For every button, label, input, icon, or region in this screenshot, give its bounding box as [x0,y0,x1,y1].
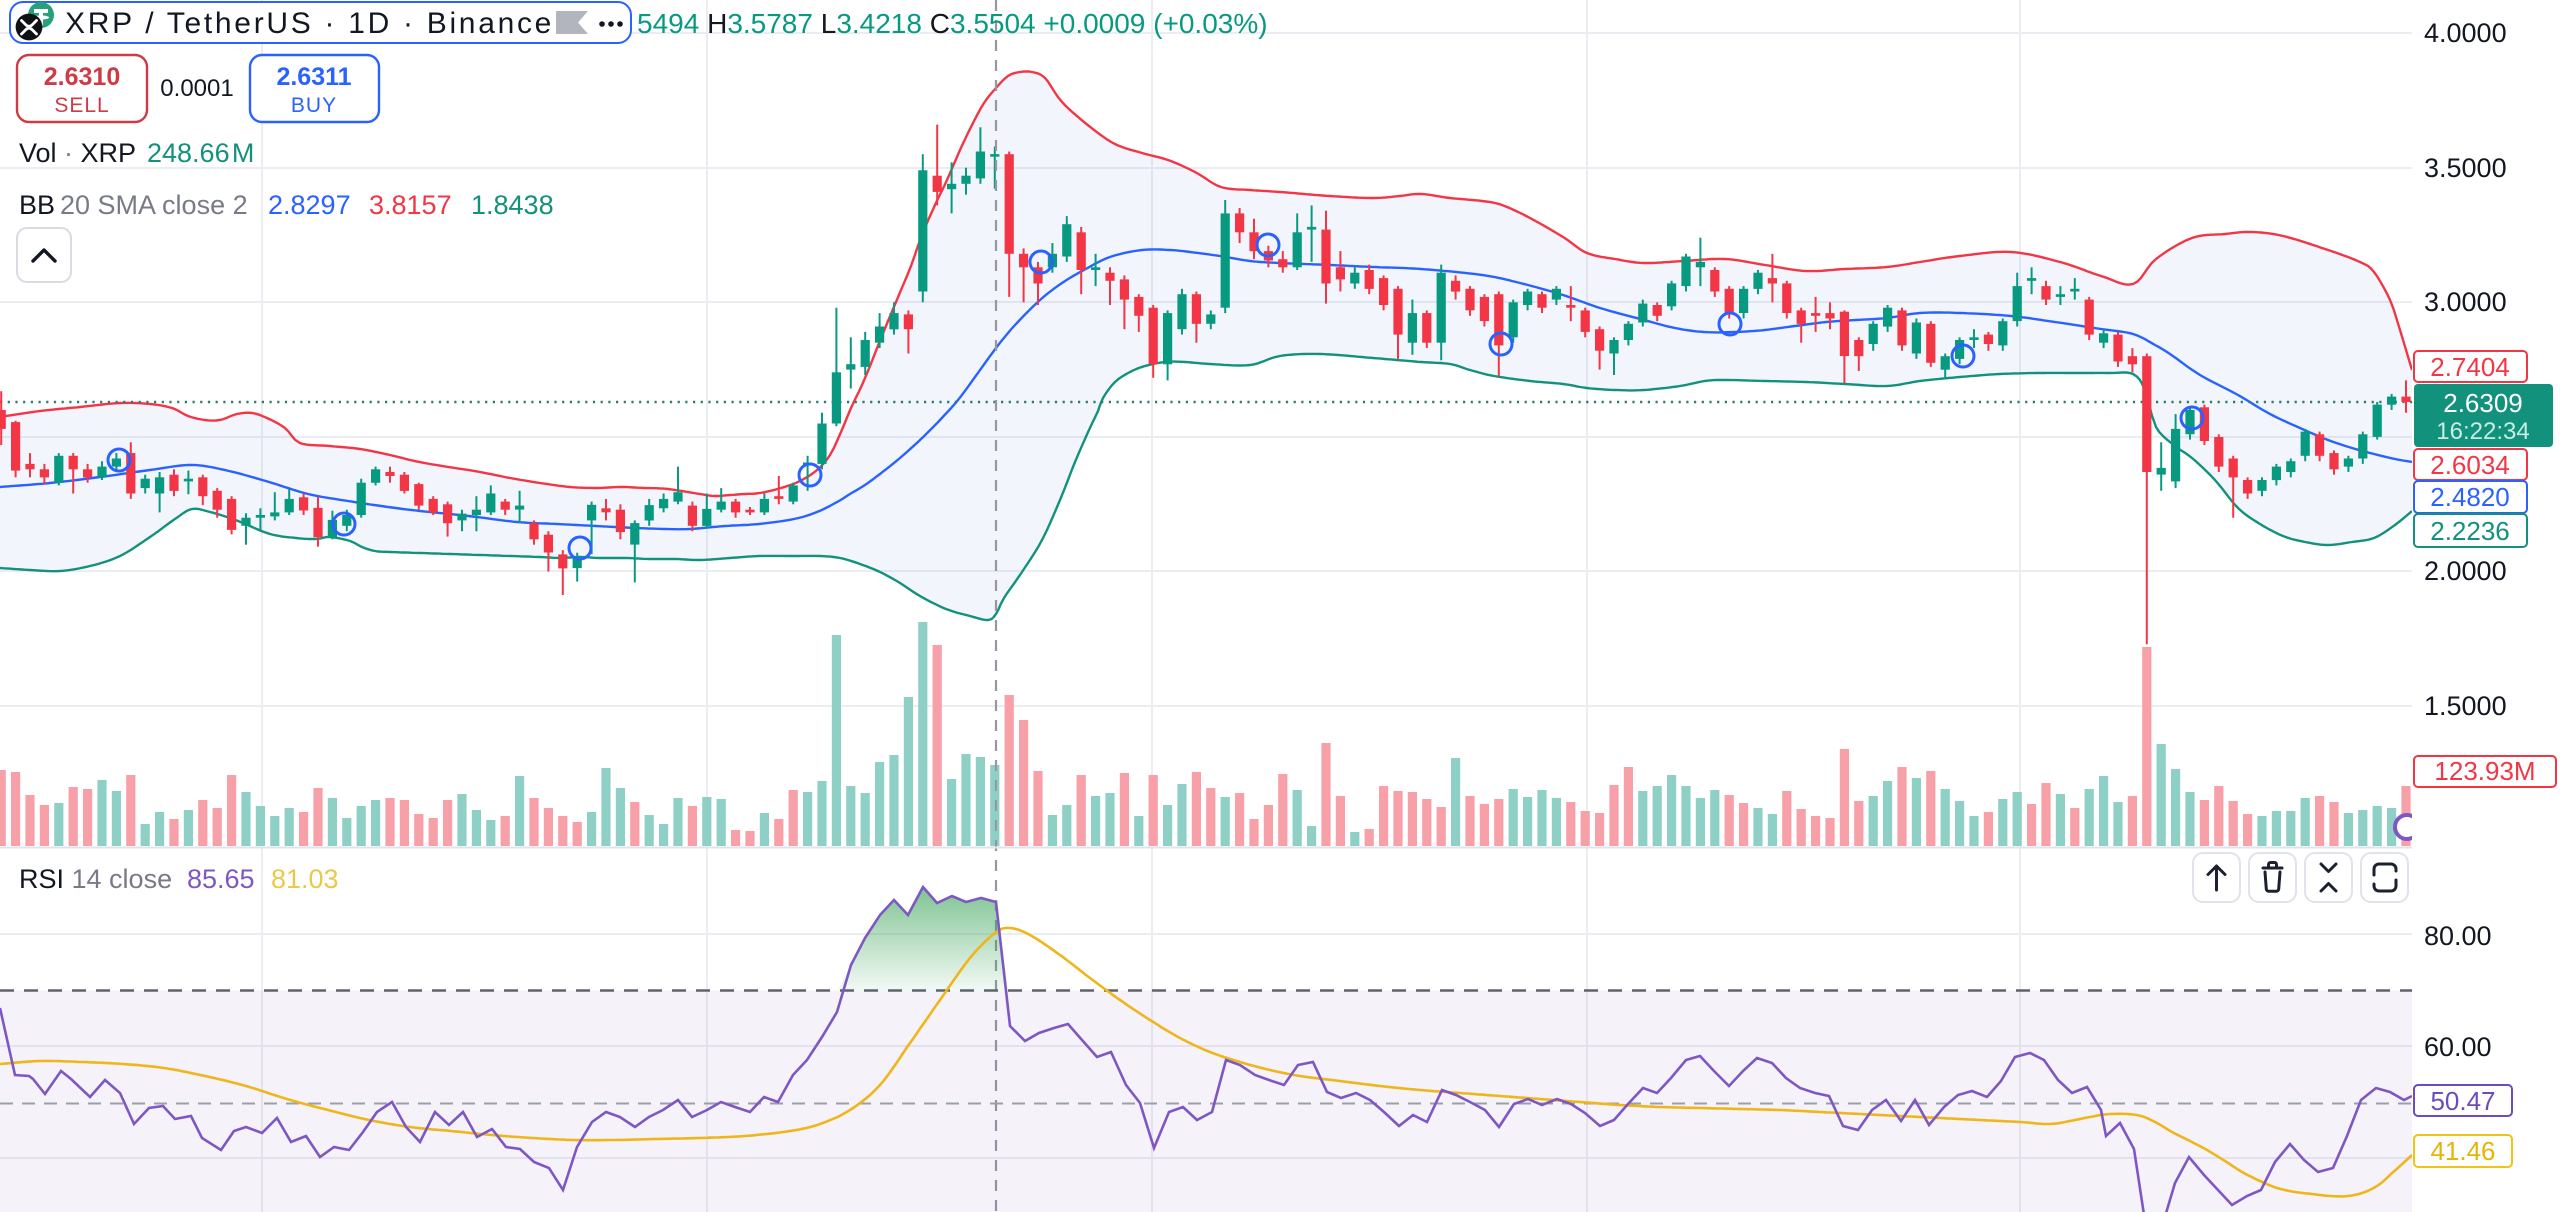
svg-text:20 SMA close 2: 20 SMA close 2 [60,190,248,220]
svg-text:3.8157: 3.8157 [369,190,452,220]
svg-text:XRP / TetherUS · 1D · Binance: XRP / TetherUS · 1D · Binance [65,7,554,40]
svg-text:3.5000: 3.5000 [2424,153,2507,183]
svg-text:3.0000: 3.0000 [2424,287,2507,317]
svg-text:16:22:34: 16:22:34 [2436,418,2529,445]
svg-text:2.4820: 2.4820 [2430,482,2510,512]
svg-text:1.5000: 1.5000 [2424,691,2507,721]
svg-text:2.8297: 2.8297 [268,190,351,220]
svg-text:2.6311: 2.6311 [276,63,351,91]
svg-text:50.47: 50.47 [2430,1086,2495,1116]
svg-text:123.93M: 123.93M [2434,756,2535,786]
svg-text:2.6310: 2.6310 [44,63,120,91]
svg-text:60.00: 60.00 [2424,1032,2492,1062]
svg-text:0.0001: 0.0001 [160,75,233,102]
svg-text:2.6309: 2.6309 [2443,388,2523,418]
svg-text:Vol · XRP: Vol · XRP [19,138,136,168]
svg-text:BUY: BUY [291,94,337,117]
svg-text:81.03: 81.03 [271,864,339,894]
svg-text:BB: BB [19,190,55,220]
svg-text:41.46: 41.46 [2430,1136,2495,1166]
svg-text:RSI 14 close: RSI 14 close [19,864,172,894]
svg-text:4.0000: 4.0000 [2424,18,2507,48]
svg-text:2.0000: 2.0000 [2424,556,2507,586]
svg-text:2.7404: 2.7404 [2430,352,2510,382]
svg-text:248.66 M: 248.66 M [147,138,254,168]
svg-text:85.65: 85.65 [187,864,255,894]
svg-text:SELL: SELL [54,94,109,117]
svg-text:5494 H3.5787 L3.4218 C3.5504 +: 5494 H3.5787 L3.4218 C3.5504 +0.0009 (+0… [637,8,1268,39]
svg-text:80.00: 80.00 [2424,921,2492,951]
svg-text:2.6034: 2.6034 [2430,450,2510,480]
svg-text:2.2236: 2.2236 [2430,516,2510,546]
svg-text:1.8438: 1.8438 [471,190,554,220]
